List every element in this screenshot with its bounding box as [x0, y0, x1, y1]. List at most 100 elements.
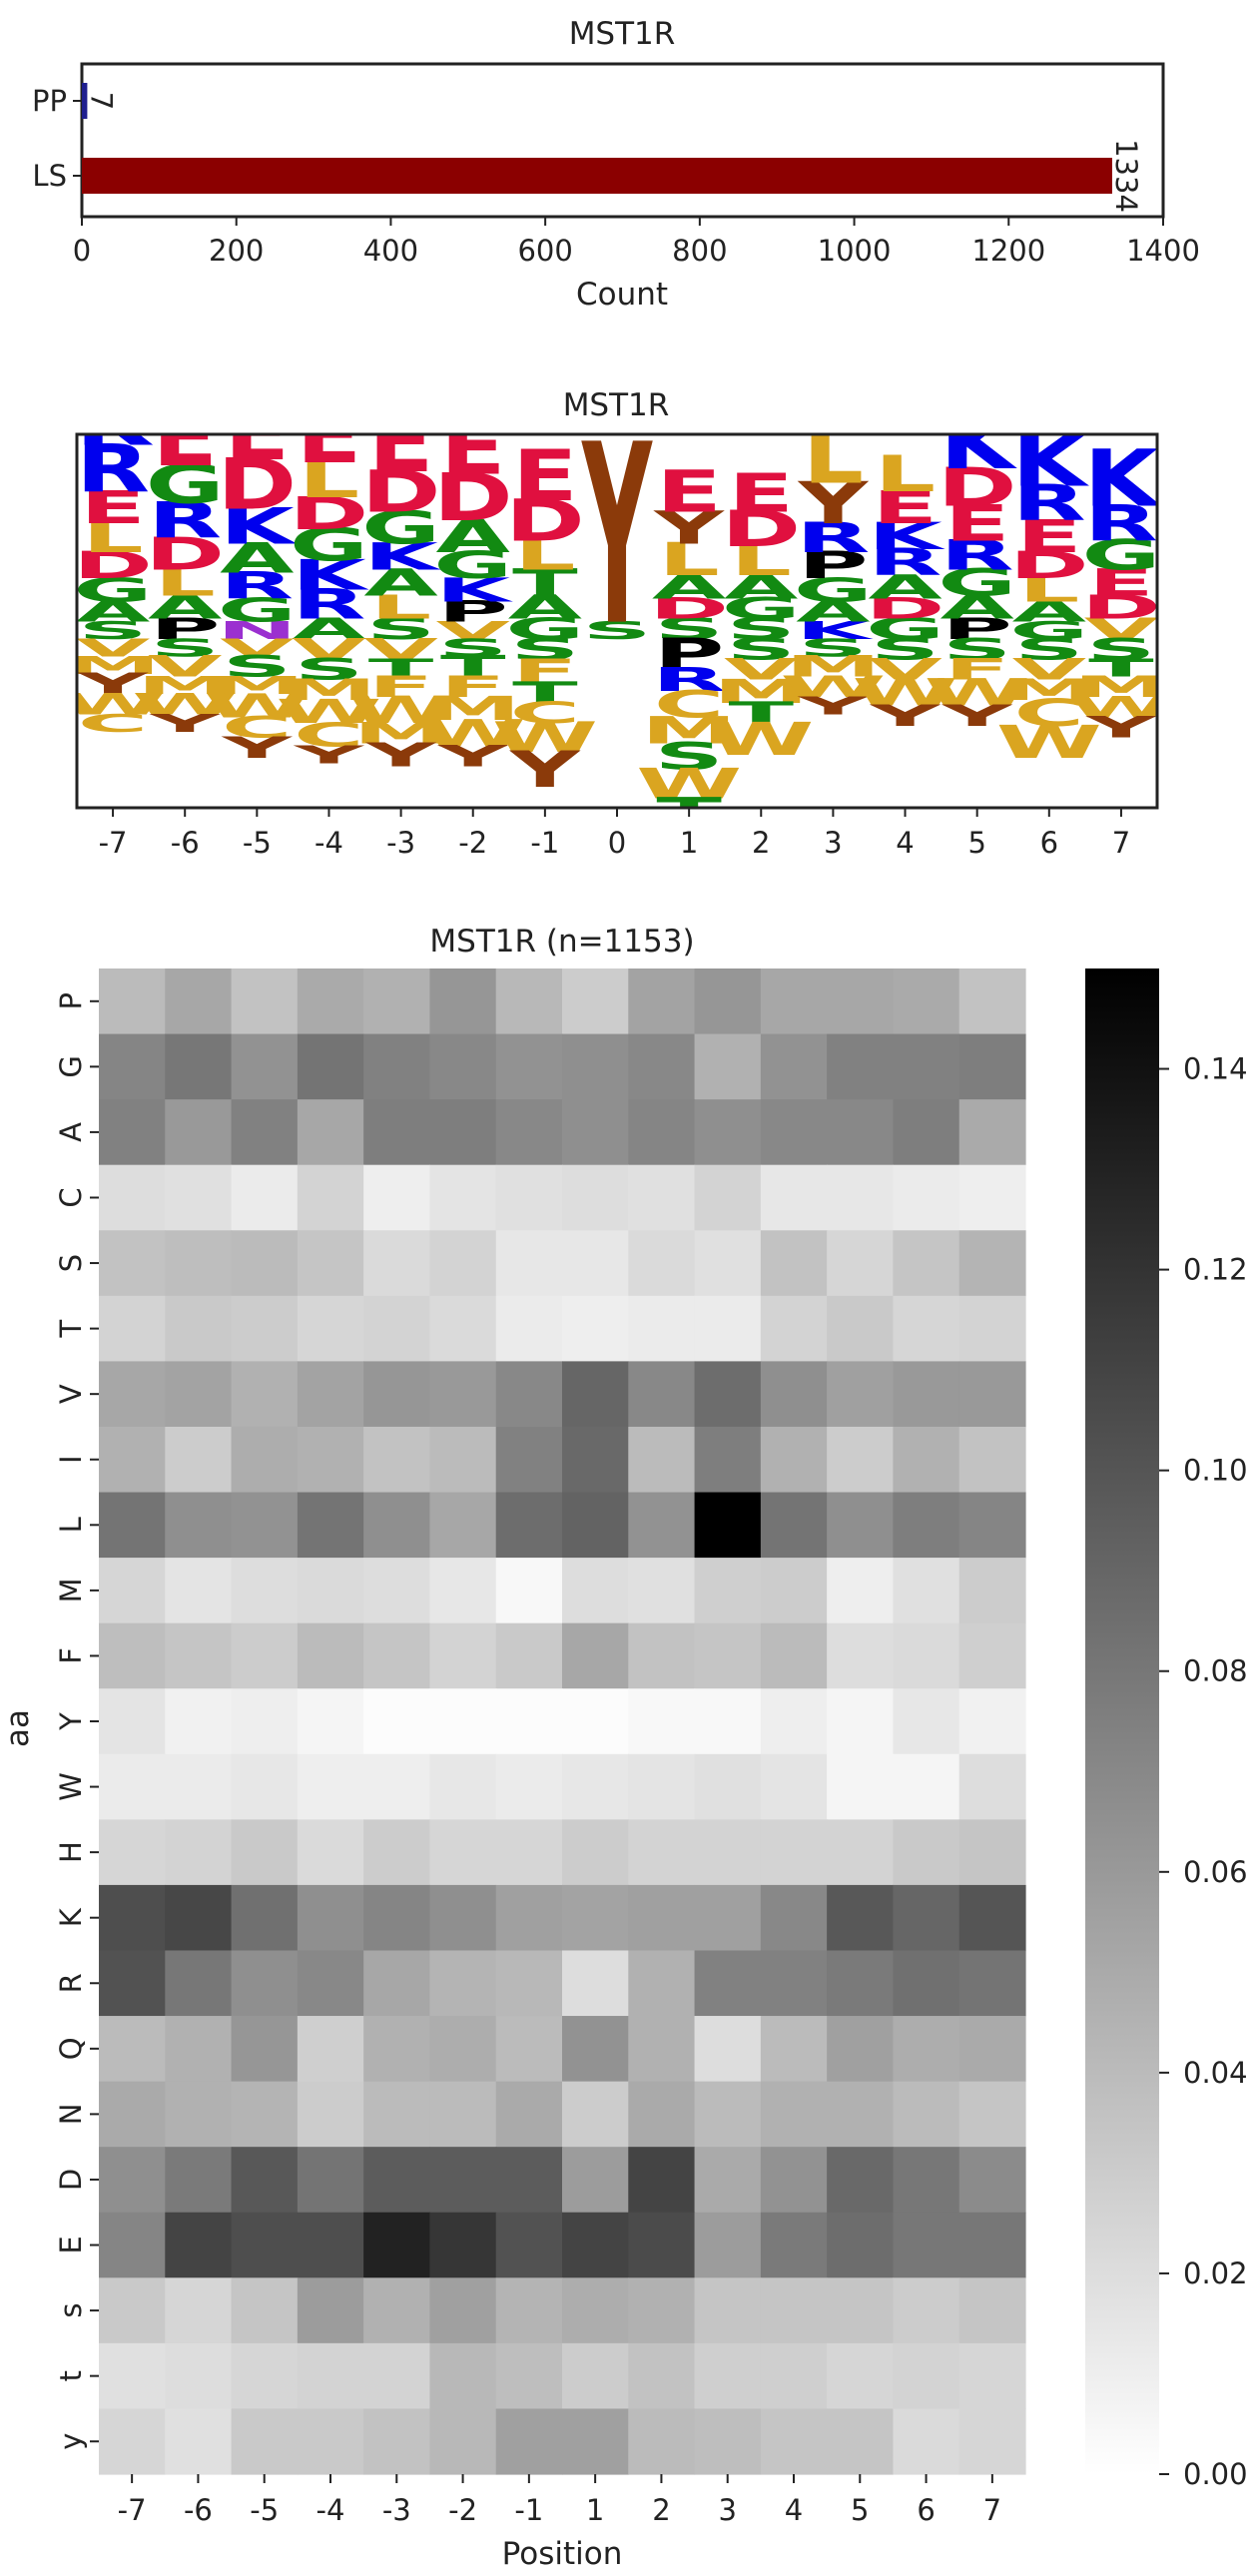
heatmap-cell — [165, 1033, 233, 1100]
heatmap-cell — [893, 1688, 960, 1755]
heatmap-cell — [893, 2342, 960, 2410]
heatmap-y-ticks: P G A C S T V I L M F Y W H K R Q N D Es t y — [54, 992, 99, 2450]
heatmap-cell — [562, 2081, 629, 2148]
colorbar-tick-label: 0.02 — [1183, 2256, 1248, 2290]
logo-x-tick-label: 7 — [1112, 826, 1130, 860]
logo-letter-Y: Y — [1085, 711, 1158, 745]
heatmap-cell — [165, 1884, 233, 1952]
heatmap-cell — [363, 2147, 431, 2214]
heatmap-cell — [628, 1558, 696, 1624]
heatmap-cell — [165, 1753, 233, 1820]
heatmap-cell — [694, 1230, 762, 1297]
logo-letter-E: E — [80, 481, 146, 534]
bar-x-tick-label: 600 — [517, 234, 572, 268]
heatmap-cell — [297, 2147, 364, 2214]
heatmap-cell — [99, 1164, 166, 1231]
heatmap-cell — [495, 2081, 563, 2148]
logo-chart: MST1R SAGDLERKVMYWCPALDRGEKSVMWYNGRAKDEV… — [74, 317, 1174, 860]
heatmap-cell — [165, 2342, 233, 2410]
logo-letter-G: G — [74, 570, 153, 609]
logo-letter-A: A — [363, 561, 438, 604]
heatmap-cell — [231, 1099, 299, 1166]
heatmap-cell — [297, 1426, 364, 1494]
heatmap-cell — [694, 1033, 762, 1100]
logo-letter-V: V — [220, 633, 295, 662]
logo-x-tick-label: -3 — [386, 826, 415, 860]
heatmap-cell — [893, 1361, 960, 1428]
logo-letter-M: M — [713, 672, 809, 711]
bar-chart: MST1R 7 1334 0 200 400 600 800 1000 1200 1400 PP… — [32, 16, 1200, 313]
bar-x-tick-label: 200 — [209, 234, 264, 268]
heatmap-y-tick-label: H — [54, 1841, 88, 1863]
logo-letter-W: W — [276, 692, 381, 731]
heatmap-cell — [99, 1819, 166, 1886]
heatmap-cell — [165, 1558, 233, 1624]
heatmap-cell — [562, 1688, 629, 1755]
logo-letter-L: L — [299, 451, 359, 509]
heatmap-cell — [165, 2147, 233, 2214]
heatmap-y-tick-label: D — [54, 2169, 88, 2191]
heatmap-cell — [760, 2408, 828, 2475]
heatmap-cell — [495, 1295, 563, 1362]
logo-letter-M: M — [353, 716, 449, 750]
logo-x-tick-label: 3 — [824, 826, 842, 860]
heatmap-cell — [628, 2212, 696, 2278]
heatmap-chart: MST1R (n=1153) -7 -6 -5 -4 -3 -2 -1 1 2 3 4 5 6 7 P G A… — [0, 924, 1248, 2572]
heatmap-cell — [165, 1819, 233, 1886]
bar-x-tick-label: 1400 — [1126, 234, 1200, 268]
heatmap-cell — [694, 2081, 762, 2148]
logo-letter-K: K — [940, 399, 1017, 486]
logo-letter-S: S — [799, 633, 868, 662]
heatmap-cell — [893, 1230, 960, 1297]
heatmap-cell — [99, 1099, 166, 1166]
logo-letters: SAGDLERKVMYWCPALDRGEKSVMWYNGRAKDEVSMWCYA… — [74, 317, 1174, 808]
bar-x-tick-label: 1000 — [818, 234, 892, 268]
heatmap-cell — [495, 2277, 563, 2344]
heatmap-cell — [827, 1426, 895, 1494]
heatmap-cell — [694, 2277, 762, 2344]
heatmap-cell — [893, 1033, 960, 1100]
heatmap-cell — [231, 2342, 299, 2410]
colorbar — [1085, 968, 1159, 2474]
logo-letter-Y: Y — [221, 731, 294, 765]
heatmap-cell — [958, 1819, 1026, 1886]
heatmap-cell — [99, 2342, 166, 2410]
logo-letter-A: A — [1012, 595, 1086, 629]
logo-letter-D: D — [1009, 544, 1089, 587]
heatmap-cell — [495, 1492, 563, 1559]
heatmap-cell — [958, 1884, 1026, 1952]
heatmap-cell — [99, 2081, 166, 2148]
heatmap-cell — [429, 1492, 497, 1559]
colorbar-tick-label: 0.00 — [1183, 2457, 1248, 2491]
logo-letter-A: A — [148, 588, 223, 627]
heatmap-cell — [429, 2342, 497, 2410]
logo-letter-E: E — [440, 405, 506, 492]
logo-letter-W: W — [708, 713, 814, 766]
heatmap-cell — [694, 1819, 762, 1886]
heatmap-cell — [429, 2147, 497, 2214]
heatmap-y-tick-label: R — [54, 1973, 88, 1993]
heatmap-y-tick-label: t — [54, 2370, 88, 2381]
heatmap-cell — [628, 2016, 696, 2083]
logo-letter-C: C — [654, 683, 725, 726]
logo-letter-Y: Y — [77, 667, 150, 701]
heatmap-x-tick-label: 5 — [851, 2493, 869, 2527]
heatmap-cell — [495, 1950, 563, 2017]
heatmap-cell — [429, 2016, 497, 2083]
heatmap-cell — [694, 1558, 762, 1624]
heatmap-cell — [760, 1033, 828, 1100]
logo-letter-W: W — [1068, 690, 1174, 724]
logo-letter-S: S — [295, 653, 363, 687]
logo-letter-E: E — [944, 495, 1010, 553]
colorbar-tick-label: 0.08 — [1183, 1654, 1248, 1688]
heatmap-cell — [165, 2081, 233, 2148]
heatmap-cell — [495, 1753, 563, 1820]
logo-letter-K: K — [148, 317, 226, 432]
heatmap-cell — [99, 1230, 166, 1297]
heatmap-cell — [297, 1688, 364, 1755]
logo-letter-D: D — [361, 457, 441, 525]
heatmap-cell — [297, 1033, 364, 1100]
heatmap-cell — [297, 2016, 364, 2083]
heatmap-cell — [562, 1884, 629, 1952]
heatmap-cell — [760, 2277, 828, 2344]
